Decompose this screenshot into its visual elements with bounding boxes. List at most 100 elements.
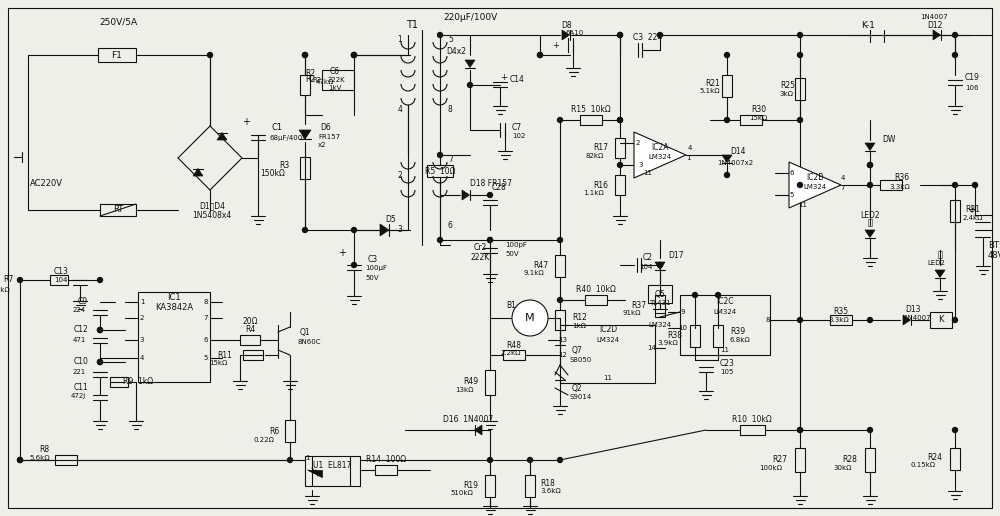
Circle shape [488,458,492,462]
Circle shape [98,328,103,332]
Circle shape [798,118,802,122]
Text: R35: R35 [833,308,849,316]
Circle shape [352,53,356,57]
Text: 100pF: 100pF [505,242,527,248]
Polygon shape [562,30,570,40]
Text: 7: 7 [448,155,453,165]
Text: 2: 2 [636,140,640,146]
Circle shape [618,118,622,122]
Text: R14  100Ω: R14 100Ω [366,456,406,464]
Circle shape [618,118,622,122]
Text: K-1: K-1 [861,21,875,29]
Polygon shape [299,130,311,139]
Text: 3.3kΩ: 3.3kΩ [829,317,849,323]
Circle shape [352,263,356,267]
Circle shape [528,458,532,462]
Text: 5: 5 [448,36,453,44]
Text: 50V: 50V [365,275,379,281]
Text: LM324: LM324 [596,337,620,343]
Text: FR157: FR157 [318,134,340,140]
Text: D16  1N4007: D16 1N4007 [443,415,493,425]
Circle shape [972,183,978,187]
Text: 6: 6 [204,337,208,343]
Text: S8050: S8050 [570,357,592,363]
Text: Q7: Q7 [572,346,583,354]
Bar [880,180,902,190]
Text: 100kΩ: 100kΩ [759,465,782,471]
Text: Q1: Q1 [300,329,311,337]
Circle shape [798,427,802,432]
Text: T1: T1 [406,20,418,30]
Bar [680,295,770,355]
Text: 3.6kΩ: 3.6kΩ [540,488,561,494]
Circle shape [868,163,872,168]
Text: 3: 3 [397,225,402,234]
Circle shape [352,53,356,57]
Text: Q2: Q2 [572,383,583,393]
Circle shape [208,53,212,57]
Text: C3: C3 [368,255,378,265]
Text: Cr2: Cr2 [473,244,487,252]
Bar [648,285,672,303]
Text: 472J: 472J [71,393,86,399]
Text: C9: C9 [78,298,88,307]
Text: R7: R7 [4,276,14,284]
Circle shape [798,317,802,322]
Bar [55,455,77,465]
Text: D1～D4: D1～D4 [199,202,225,211]
Text: 47kΩ: 47kΩ [316,79,334,85]
Text: IC2B: IC2B [806,172,824,182]
Text: 222K: 222K [328,77,346,83]
Text: 13: 13 [558,337,568,343]
Text: R28: R28 [842,456,857,464]
Text: 1N4007: 1N4007 [920,14,948,20]
Polygon shape [903,315,910,325]
Text: RT: RT [113,205,123,215]
Text: 11: 11 [720,347,730,353]
Circle shape [952,317,958,322]
Circle shape [868,183,872,187]
Text: 8: 8 [766,317,770,323]
Text: 6A10: 6A10 [566,30,584,36]
Text: 104: 104 [639,264,653,270]
Text: 8: 8 [204,299,208,305]
Text: 6: 6 [790,170,794,176]
Circle shape [18,278,22,282]
Text: D6: D6 [320,123,331,133]
Polygon shape [634,132,686,178]
Text: KA3842A: KA3842A [155,303,193,313]
Text: 1: 1 [305,455,309,461]
Text: 102: 102 [512,133,525,139]
Text: 7: 7 [841,185,845,191]
Text: 15kΩ: 15kΩ [749,115,767,121]
Text: 3: 3 [638,162,642,168]
Circle shape [512,300,548,336]
Text: R2: R2 [312,77,321,83]
Text: D4x2: D4x2 [446,47,466,56]
Text: 2: 2 [397,170,402,180]
Bar [930,312,952,328]
Text: R3: R3 [280,160,290,169]
Text: C19: C19 [965,73,980,83]
Text: R37: R37 [631,300,646,310]
Text: R36: R36 [894,173,910,183]
Circle shape [438,237,442,243]
Circle shape [538,53,542,57]
Text: LM324: LM324 [803,184,827,190]
Text: R21: R21 [706,78,720,88]
Bar [525,475,535,497]
Text: 1N5408x4: 1N5408x4 [192,212,232,220]
Text: +: + [242,117,250,127]
Text: +: + [967,205,975,215]
Text: F1: F1 [112,51,122,59]
Circle shape [288,458,292,462]
Circle shape [798,53,802,57]
Bar [322,70,354,90]
Text: S9014: S9014 [570,394,592,400]
Circle shape [558,298,562,302]
Text: IC2A: IC2A [651,142,669,152]
Text: D14: D14 [730,148,746,156]
Bar [503,350,525,360]
Bar [300,157,310,179]
Text: LM324: LM324 [713,309,737,315]
